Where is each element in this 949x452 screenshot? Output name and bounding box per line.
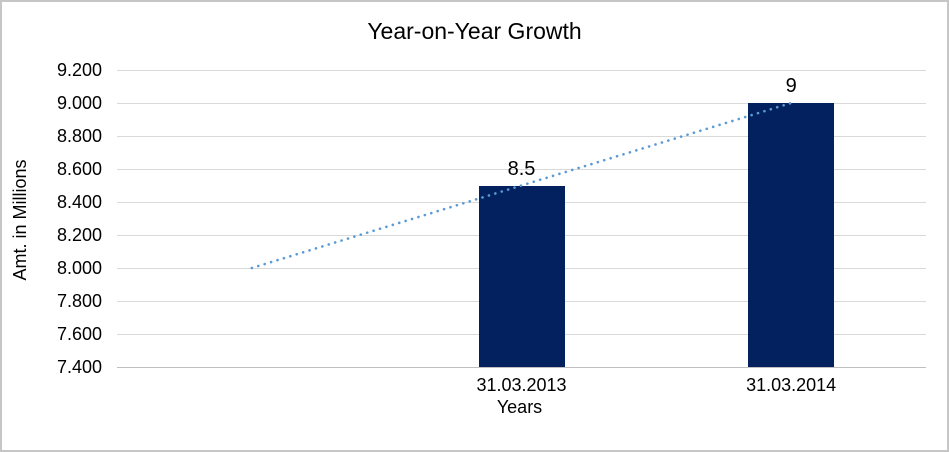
x-axis-category-label: 31.03.2014 xyxy=(746,375,837,395)
y-axis-title: Amt. in Millions xyxy=(10,159,30,281)
x-axis-title: Years xyxy=(496,397,543,417)
y-tick-label: 7.800 xyxy=(56,291,102,311)
y-tick-label: 8.600 xyxy=(56,159,102,179)
y-tick-label: 7.600 xyxy=(56,324,102,344)
y-tick-label: 8.200 xyxy=(56,225,102,245)
bar xyxy=(748,103,835,367)
x-axis-line xyxy=(117,367,926,368)
y-tick-label: 9.000 xyxy=(56,93,102,113)
bar-value-label: 9 xyxy=(785,75,797,97)
chart-title: Year-on-Year Growth xyxy=(367,18,582,44)
y-tick-label: 8.000 xyxy=(56,258,102,278)
y-tick-label: 9.200 xyxy=(56,60,102,80)
y-tick-label: 7.400 xyxy=(56,357,102,377)
x-axis-category-label: 31.03.2013 xyxy=(476,375,567,395)
bar xyxy=(478,185,565,367)
gridline xyxy=(117,70,926,71)
bar-value-label: 8.5 xyxy=(507,157,536,180)
y-tick-label: 8.400 xyxy=(56,192,102,212)
y-tick-label: 8.800 xyxy=(56,126,102,146)
